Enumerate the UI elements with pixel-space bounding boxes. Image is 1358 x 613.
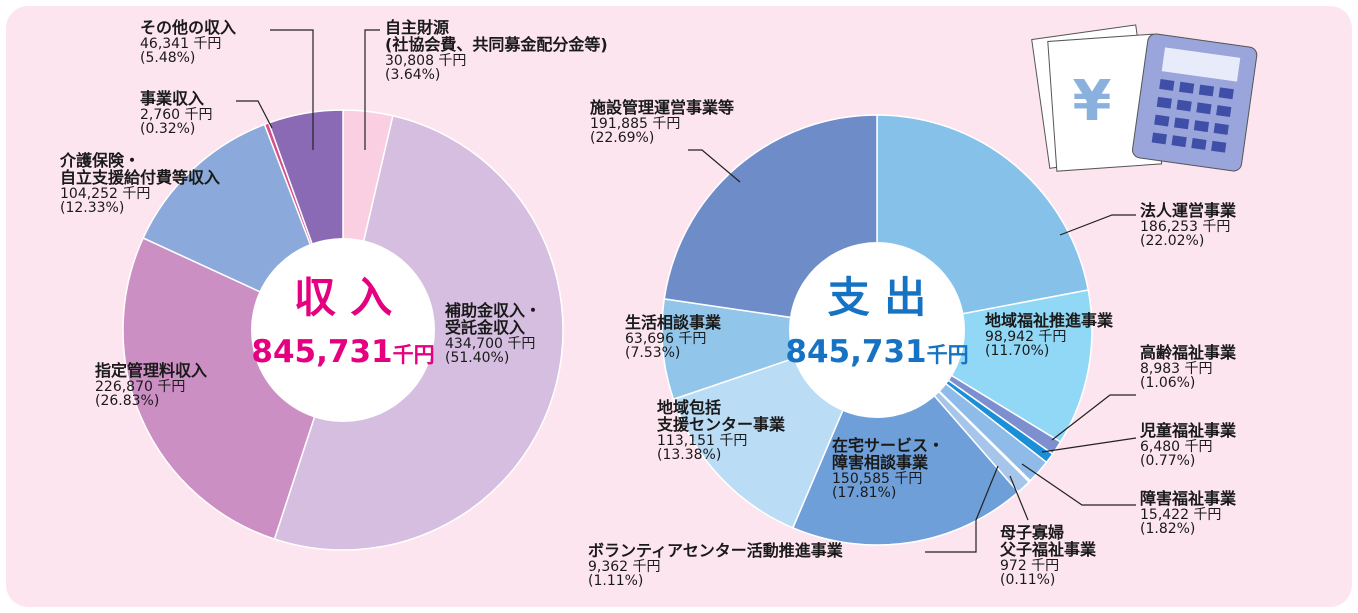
- category-name: ボランティアセンター活動推進事業: [588, 541, 843, 560]
- percent-label: (17.81%): [832, 485, 897, 502]
- value-label: 191,885 千円: [590, 115, 681, 132]
- slice-label: 児童福祉事業 6,480 千円 (0.77%): [1140, 421, 1237, 470]
- percent-label: (26.83%): [95, 393, 160, 410]
- center-total: 845,731千円: [251, 334, 434, 370]
- percent-label: (5.48%): [140, 50, 196, 67]
- percent-label: (51.40%): [445, 350, 510, 367]
- value-label: 9,362 千円: [588, 558, 661, 575]
- pie-slice: [791, 328, 1020, 546]
- category-name: その他の収入: [140, 18, 237, 37]
- leader-line: [1059, 214, 1136, 236]
- value-label: 150,585 千円: [832, 470, 923, 487]
- percent-label: (0.11%): [1000, 572, 1056, 589]
- category-name: 事業収入: [140, 89, 205, 108]
- leader-line: [270, 29, 314, 150]
- percent-label: (1.06%): [1140, 375, 1196, 392]
- category-name: 地域包括 支援センター事業: [657, 398, 786, 434]
- slice-label: ボランティアセンター活動推進事業 9,362 千円 (1.11%): [588, 541, 843, 590]
- value-label: 98,942 千円: [985, 328, 1067, 345]
- category-name: 法人運営事業: [1140, 201, 1237, 220]
- leader-line: [236, 100, 273, 129]
- leader-line: [688, 149, 741, 183]
- value-label: 104,252 千円: [60, 185, 151, 202]
- percent-label: (3.64%): [385, 67, 441, 84]
- category-name: 高齢福祉事業: [1140, 343, 1237, 362]
- total-unit: 千円: [927, 343, 969, 367]
- percent-label: (13.38%): [657, 447, 722, 464]
- svg-text:¥: ¥: [1073, 69, 1112, 134]
- leader-line: [1021, 463, 1136, 506]
- value-label: 972 千円: [1000, 557, 1060, 574]
- category-name: 地域福祉推進事業: [985, 311, 1114, 330]
- leader-line: [1041, 437, 1137, 453]
- slice-label: 地域包括 支援センター事業 113,151 千円 (13.38%): [657, 398, 786, 464]
- value-label: 113,151 千円: [657, 432, 748, 449]
- slice-label: 障害福祉事業 15,422 千円 (1.82%): [1140, 489, 1237, 538]
- value-label: 2,760 千円: [140, 106, 213, 123]
- category-name: 生活相談事業: [625, 313, 722, 332]
- category-name: 介護保険・ 自立支援給付費等収入: [60, 151, 221, 187]
- category-name: 障害福祉事業: [1140, 489, 1237, 508]
- percent-label: (22.69%): [590, 130, 655, 147]
- value-label: 46,341 千円: [140, 35, 222, 52]
- leader-line: [1009, 475, 1029, 521]
- percent-label: (7.53%): [625, 345, 681, 362]
- icon: ¥: [1031, 24, 1258, 172]
- leader-line: [364, 29, 380, 150]
- category-name: 母子寡婦 父子福祉事業: [1000, 523, 1097, 559]
- percent-label: (11.70%): [985, 343, 1050, 360]
- slice-label: その他の収入 46,341 千円 (5.48%): [140, 18, 237, 67]
- slice-label: 高齢福祉事業 8,983 千円 (1.06%): [1140, 343, 1237, 392]
- slice-label: 指定管理料収入 226,870 千円 (26.83%): [95, 361, 208, 410]
- percent-label: (12.33%): [60, 200, 125, 217]
- slice-label: 母子寡婦 父子福祉事業 972 千円 (0.11%): [1000, 523, 1097, 589]
- total-value: 845,731: [251, 334, 392, 370]
- value-label: 8,983 千円: [1140, 360, 1213, 377]
- category-name: 施設管理運営事業等: [590, 98, 735, 117]
- slice-label: 自主財源 (社協会費、共同募金配分金等) 30,808 千円 (3.64%): [385, 18, 608, 84]
- value-label: 63,696 千円: [625, 330, 707, 347]
- percent-label: (0.77%): [1140, 453, 1196, 470]
- value-label: 226,870 千円: [95, 378, 186, 395]
- percent-label: (1.11%): [588, 573, 644, 590]
- category-name: 自主財源 (社協会費、共同募金配分金等): [385, 18, 608, 54]
- center-total: 845,731千円: [785, 334, 968, 370]
- value-label: 15,422 千円: [1140, 506, 1222, 523]
- slice-label: 事業収入 2,760 千円 (0.32%): [140, 89, 213, 138]
- leader-line: [925, 465, 999, 553]
- total-unit: 千円: [393, 343, 435, 367]
- center-title: 支 出: [828, 273, 927, 322]
- center-title: 収 入: [294, 273, 393, 322]
- slice-label: 生活相談事業 63,696 千円 (7.53%): [625, 313, 722, 362]
- slice-label: 在宅サービス・ 障害相談事業 150,585 千円 (17.81%): [832, 436, 945, 502]
- slice-label: 地域福祉推進事業 98,942 千円 (11.70%): [985, 311, 1114, 360]
- slice-label: 施設管理運営事業等 191,885 千円 (22.69%): [590, 98, 735, 147]
- value-label: 6,480 千円: [1140, 438, 1213, 455]
- slice-label: 介護保険・ 自立支援給付費等収入 104,252 千円 (12.33%): [60, 151, 221, 217]
- category-name: 補助金収入・ 受託金収入: [445, 301, 542, 337]
- percent-label: (1.82%): [1140, 521, 1196, 538]
- value-label: 434,700 千円: [445, 335, 536, 352]
- leader-line: [1051, 394, 1136, 441]
- slice-label: 法人運営事業 186,253 千円 (22.02%): [1140, 201, 1237, 250]
- percent-label: (22.02%): [1140, 233, 1205, 250]
- category-name: 在宅サービス・ 障害相談事業: [832, 436, 945, 472]
- slice-label: 補助金収入・ 受託金収入 434,700 千円 (51.40%): [445, 301, 542, 367]
- category-name: 指定管理料収入: [95, 361, 208, 380]
- percent-label: (0.32%): [140, 121, 196, 138]
- center-hole: [789, 242, 965, 418]
- center-hole: [251, 238, 435, 422]
- total-value: 845,731: [785, 334, 926, 370]
- value-label: 30,808 千円: [385, 52, 467, 69]
- value-label: 186,253 千円: [1140, 218, 1231, 235]
- category-name: 児童福祉事業: [1140, 421, 1237, 440]
